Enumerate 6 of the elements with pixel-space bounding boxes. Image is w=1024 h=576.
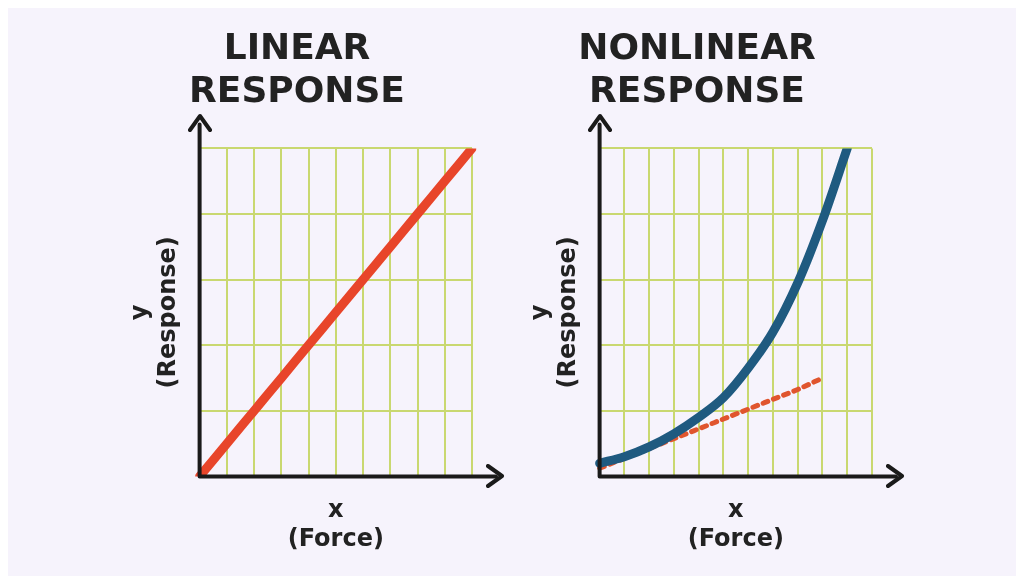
y-axis-title: y (Response) (524, 236, 582, 389)
chart-title: LINEAR RESPONSE (189, 25, 405, 111)
chart-title: NONLINEAR RESPONSE (578, 25, 816, 111)
x-axis-title: x (Force) (687, 495, 784, 552)
y-axis-title: y (Response) (124, 236, 182, 389)
x-axis-title: x (Force) (287, 495, 384, 552)
